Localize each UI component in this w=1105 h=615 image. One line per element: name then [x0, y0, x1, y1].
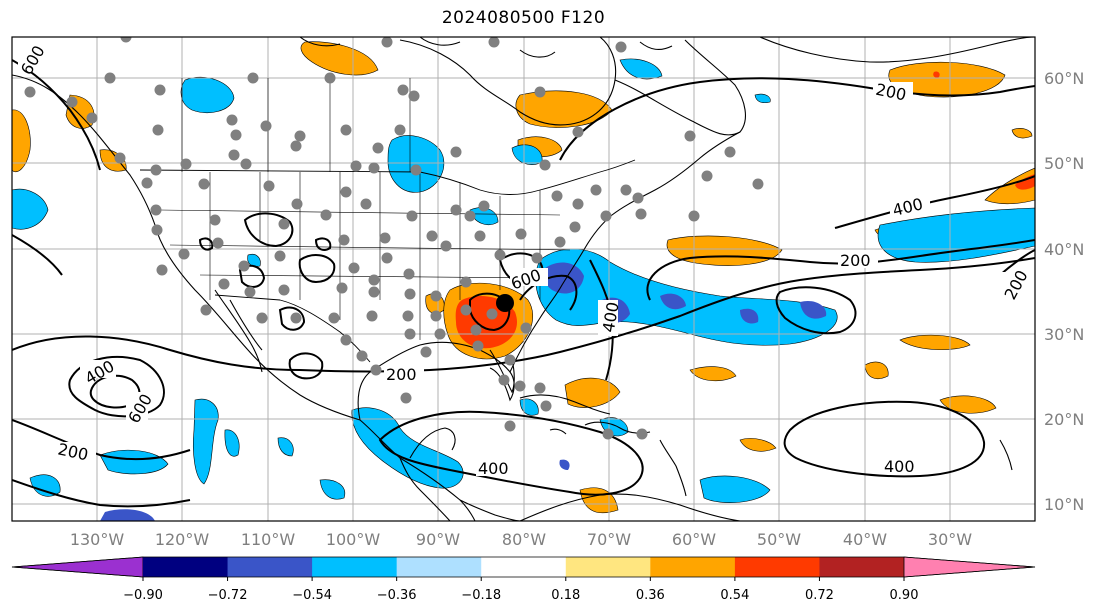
colorbar-tick-label: −0.54 [292, 588, 332, 603]
colorbar-tick-label: −0.90 [123, 588, 163, 603]
contour-label: 400 [478, 459, 509, 478]
colorbar-tick-label: 0.72 [805, 588, 834, 603]
contour-label: 200 [840, 251, 871, 270]
colorbar-tick-label: 0.36 [636, 588, 665, 603]
contour-label: 400 [884, 457, 915, 476]
colorbar-segment [565, 557, 651, 577]
longitude-label: 40°W [843, 530, 887, 549]
latitude-label: 50°N [1044, 154, 1084, 173]
colorbar-tick-label: 0.54 [720, 588, 749, 603]
colorbar-segment [227, 557, 313, 577]
contour-labels: 200 200 200 200 200 400 400 400 400 400 … [17, 42, 1032, 478]
colorbar-extend-low [11, 556, 144, 578]
colorbar-tick-label: 0.90 [890, 588, 919, 603]
latitude-label: 20°N [1044, 410, 1084, 429]
geopotential-contours [12, 59, 1035, 508]
colorbar: −0.90 −0.72 −0.54 −0.36 −0.18 0.18 0.36 0.54 0.7… [11, 556, 1036, 603]
colorbar-segment [819, 557, 905, 577]
colorbar-tick-label: −0.72 [208, 588, 248, 603]
longitude-label: 60°W [672, 530, 716, 549]
colorbar-segment [734, 557, 820, 577]
map-frame [11, 36, 1036, 522]
colorbar-tick-label: −0.18 [461, 588, 501, 603]
station-markers [24, 37, 764, 440]
latitude-label: 30°N [1044, 325, 1084, 344]
longitude-label: 70°W [587, 530, 631, 549]
longitude-label: 110°W [241, 530, 296, 549]
latitude-label: 40°N [1044, 240, 1084, 259]
latitude-labels: 60°N 50°N 40°N 30°N 20°N 10°N [1044, 69, 1084, 514]
colorbar-segment [396, 557, 482, 577]
latitude-label: 10°N [1044, 495, 1084, 514]
target-marker [496, 294, 514, 312]
longitude-label: 100°W [326, 530, 381, 549]
longitude-labels: 130°W 120°W 110°W 100°W 90°W 80°W 70°W 60°W 50°W… [70, 530, 972, 549]
colorbar-segment [481, 557, 567, 577]
latitude-label: 60°N [1044, 69, 1084, 88]
longitude-label: 30°W [928, 530, 972, 549]
longitude-label: 50°W [757, 530, 801, 549]
map-title: 2024080500 F120 [441, 8, 606, 28]
longitude-label: 80°W [502, 530, 546, 549]
colorbar-segment [312, 557, 398, 577]
longitude-label: 120°W [155, 530, 210, 549]
colorbar-segment [650, 557, 736, 577]
colorbar-tick-label: −0.36 [377, 588, 417, 603]
colorbar-extend-high [903, 556, 1036, 578]
longitude-label: 90°W [416, 530, 460, 549]
longitude-label: 130°W [70, 530, 125, 549]
coastlines [12, 37, 1035, 521]
colorbar-segment [143, 557, 229, 577]
colorbar-tick-label: 0.18 [551, 588, 580, 603]
contour-label: 200 [386, 365, 417, 384]
anomaly-shading [12, 41, 1035, 521]
